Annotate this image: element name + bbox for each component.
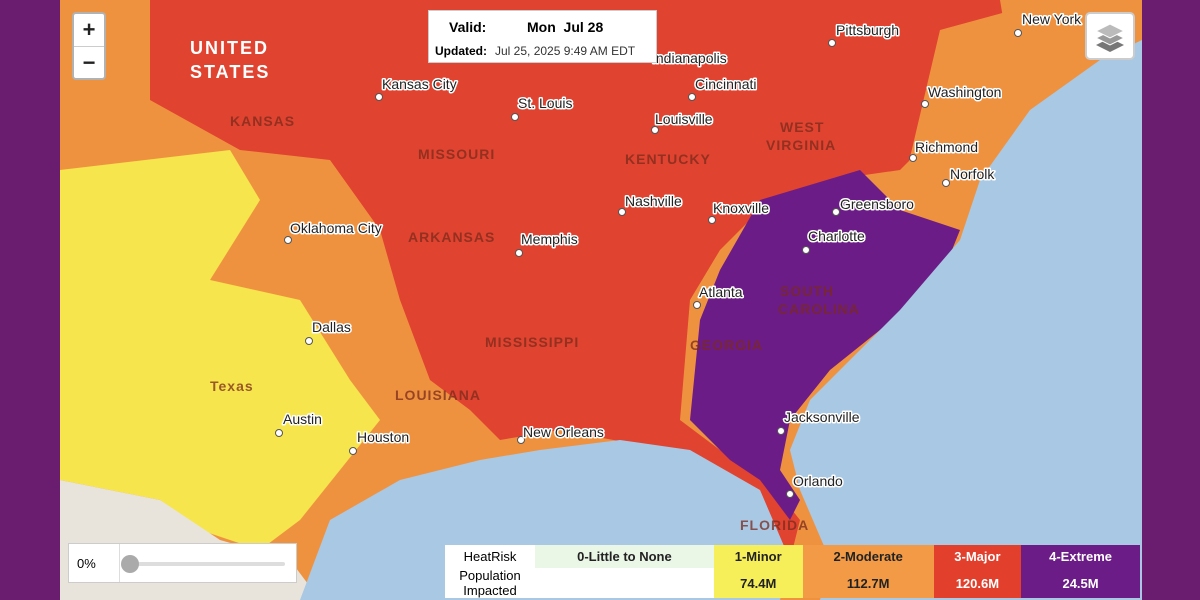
- city-label: New York: [1022, 11, 1082, 27]
- city-dot: [284, 236, 292, 244]
- city-label: Richmond: [915, 139, 978, 155]
- region-label: Texas: [210, 378, 254, 394]
- city-dot: [693, 301, 701, 309]
- city-label: Jacksonville: [784, 409, 860, 425]
- layers-icon: [1094, 23, 1126, 52]
- zoom-out[interactable]: −: [82, 50, 96, 75]
- city-dot: [651, 126, 659, 134]
- zoom-in[interactable]: +: [74, 14, 104, 47]
- city-dot: [921, 100, 929, 108]
- minor-area: [60, 150, 380, 550]
- legend-population: [535, 568, 714, 598]
- legend-population: 24.5M: [1021, 568, 1140, 598]
- region-label: LOUISIANA: [395, 387, 481, 403]
- region-label: UNITED: [190, 38, 269, 58]
- legend-level: 1-Minor: [713, 545, 803, 568]
- city-dot: [832, 208, 840, 216]
- legend-population: 120.6M: [933, 568, 1022, 598]
- region-label: MISSISSIPPI: [485, 334, 579, 350]
- city-dot: [517, 436, 525, 444]
- city-dot: [618, 208, 626, 216]
- legend-population: 112.7M: [802, 568, 934, 598]
- city-label: Pittsburgh: [836, 22, 899, 38]
- city-label: Louisville: [655, 111, 713, 127]
- city-dot: [802, 246, 810, 254]
- region-label: STATES: [190, 62, 270, 82]
- city-dot: [349, 447, 357, 455]
- legend-level: 2-Moderate: [802, 545, 934, 568]
- legend-table: HeatRisk 0-Little to None 1-Minor 2-Moderat…: [445, 545, 1140, 598]
- city-label: Indianapolis: [652, 50, 727, 66]
- frame-left: [0, 0, 60, 600]
- city-dot: [828, 39, 836, 47]
- city-dot: [375, 93, 383, 101]
- city-dot: [786, 490, 794, 498]
- valid-box: Valid: Mon Jul 28 Updated: Jul 25, 2025 …: [428, 10, 657, 63]
- legend-row-label: Population Impacted: [445, 568, 535, 598]
- city-label: Kansas City: [382, 76, 457, 92]
- city-dot: [275, 429, 283, 437]
- extreme-area: [690, 170, 960, 520]
- city-label: Memphis: [521, 231, 578, 247]
- opacity-slider: 0%: [68, 543, 297, 583]
- region-label: KENTUCKY: [625, 151, 711, 167]
- slider-thumb[interactable]: [121, 555, 139, 573]
- city-dot: [305, 337, 313, 345]
- valid-date: Mon Jul 28: [527, 19, 604, 35]
- city-label: Nashville: [625, 193, 682, 209]
- layers-button[interactable]: [1085, 12, 1135, 60]
- frame-right: [1142, 0, 1200, 600]
- region-label: WEST: [780, 119, 824, 135]
- region-label: FLORIDA: [740, 517, 809, 533]
- region-label: SOUTH: [780, 283, 834, 299]
- city-label: Greensboro: [840, 196, 914, 212]
- city-dot: [708, 216, 716, 224]
- legend-population: 74.4M: [713, 568, 803, 598]
- city-label: New Orleans: [523, 424, 604, 440]
- city-dot: [511, 113, 519, 121]
- city-label: Dallas: [312, 319, 351, 335]
- city-label: St. Louis: [518, 95, 572, 111]
- valid-label: Valid:: [449, 19, 487, 35]
- city-label: Houston: [357, 429, 409, 445]
- city-label: Cincinnati: [695, 76, 756, 92]
- updated-value: Jul 25, 2025 9:49 AM EDT: [495, 44, 636, 58]
- region-label: CAROLINA: [778, 301, 860, 317]
- city-label: Washington: [928, 84, 1001, 100]
- region-label: GEORGIA: [690, 337, 763, 353]
- city-dot: [942, 179, 950, 187]
- city-dot: [1014, 29, 1022, 37]
- city-label: Austin: [283, 411, 322, 427]
- slider-track: [125, 562, 285, 566]
- city-label: Atlanta: [699, 284, 743, 300]
- city-label: Norfolk: [950, 166, 995, 182]
- city-dot: [909, 154, 917, 162]
- legend-level: 4-Extreme: [1021, 545, 1140, 568]
- major-area: [150, 0, 1010, 560]
- updated-label: Updated:: [435, 44, 487, 58]
- city-dot: [688, 93, 696, 101]
- city-label: Orlando: [793, 473, 843, 489]
- zoom-control: + −: [72, 12, 106, 80]
- city-dot: [777, 427, 785, 435]
- region-label: VIRGINIA: [766, 137, 836, 153]
- moderate-area: [900, 0, 1142, 200]
- divider: [119, 544, 120, 582]
- legend-header: HeatRisk: [445, 545, 535, 568]
- city-label: Oklahoma City: [290, 220, 382, 236]
- legend-level: 3-Major: [933, 545, 1022, 568]
- slider-value: 0%: [77, 556, 96, 571]
- city-label: Knoxville: [713, 200, 769, 216]
- city-dot: [515, 249, 523, 257]
- legend-level: 0-Little to None: [535, 545, 714, 568]
- region-label: MISSOURI: [418, 146, 495, 162]
- region-label: KANSAS: [230, 113, 295, 129]
- city-label: Charlotte: [808, 228, 865, 244]
- labels: UNITED STATES KANSAS MISSOURI KENTUCKY WEST VI…: [190, 10, 1084, 534]
- atlantic-ocean: [790, 40, 1142, 600]
- region-label: ARKANSAS: [408, 229, 495, 245]
